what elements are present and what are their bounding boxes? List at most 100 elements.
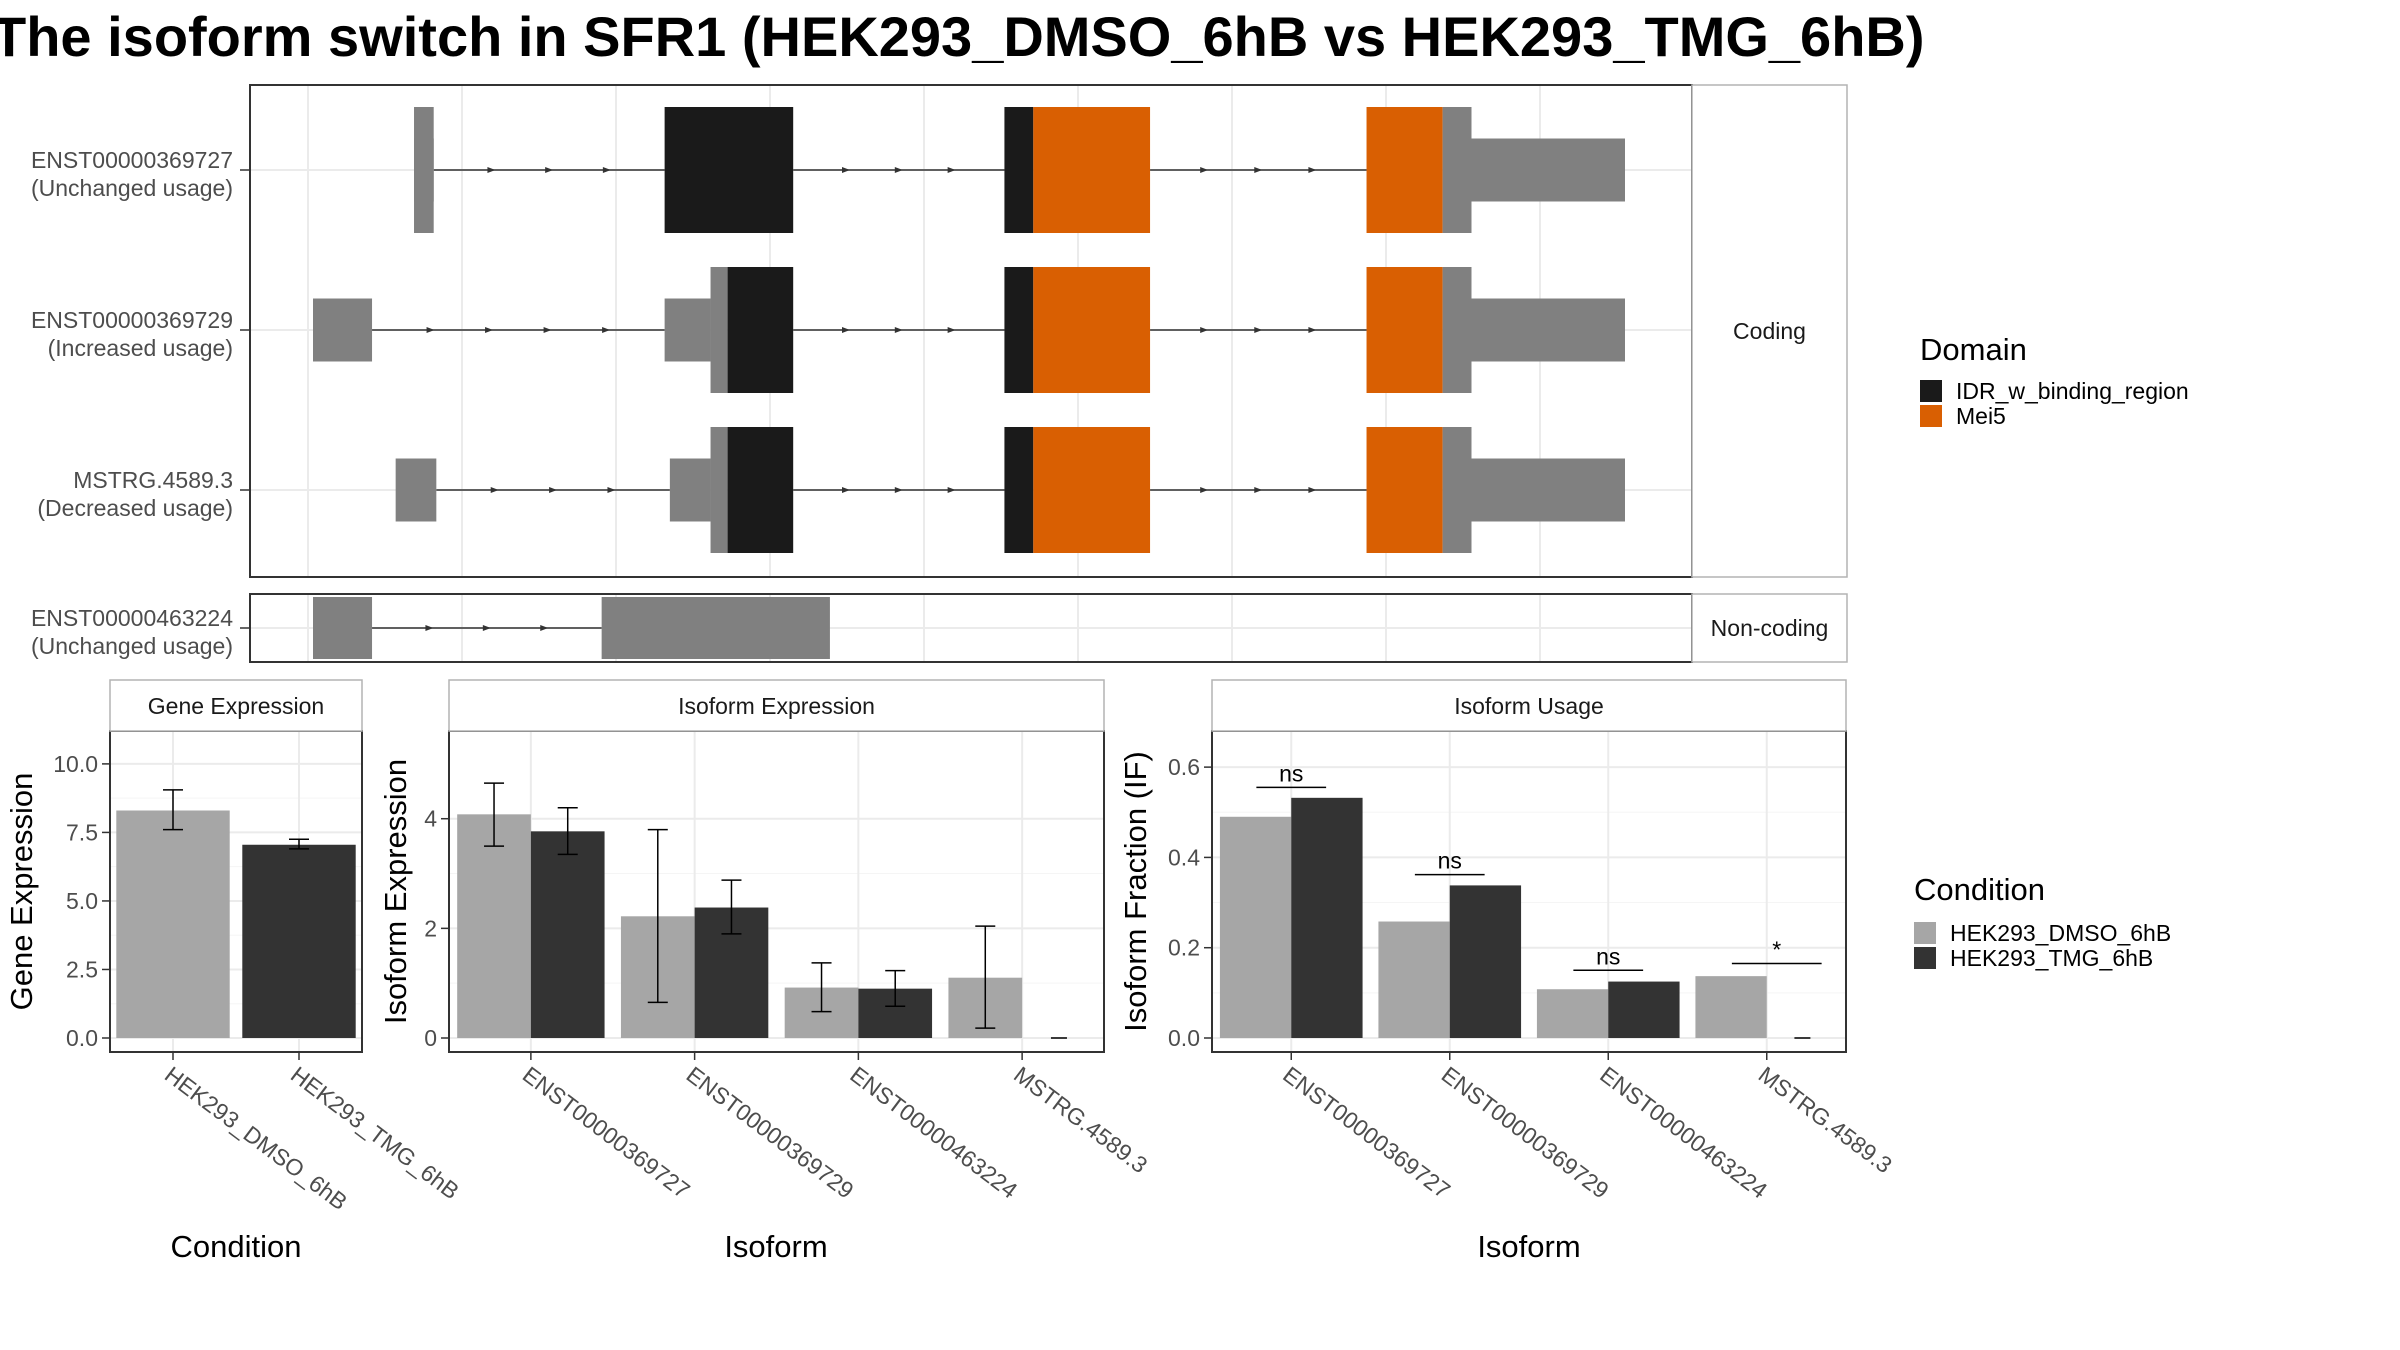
exon-block (1442, 107, 1472, 233)
y-tick-label: 5.0 (66, 888, 98, 914)
exon-block (664, 298, 711, 362)
intron-arrow (1200, 167, 1209, 173)
exon-block (1033, 427, 1151, 553)
exon-block (710, 267, 728, 393)
intron-arrow (1308, 327, 1317, 333)
intron-arrow (1254, 167, 1263, 173)
exon-block (1033, 267, 1151, 393)
significance-label: * (1772, 937, 1781, 963)
intron-arrow (549, 487, 558, 493)
y-tick-label: 7.5 (66, 819, 98, 845)
y-axis-title: Isoform Expression (378, 759, 413, 1024)
domain-legend-key (1920, 380, 1942, 402)
chart-panel-3: ns ns ns * Isoform Usage 0.0 0.2 0.4 0.6 Isoform … (1118, 679, 1897, 1264)
intron-arrow (842, 487, 850, 493)
intron-arrow (487, 167, 496, 173)
exon-block (1033, 107, 1151, 233)
exon-block (1471, 458, 1625, 522)
exon-block (727, 427, 794, 553)
intron-arrow (602, 327, 611, 333)
exon-block (1366, 107, 1443, 233)
domain-legend-key (1920, 405, 1942, 427)
intron-arrow (490, 487, 499, 493)
intron-arrow (485, 327, 494, 333)
bar (530, 831, 605, 1038)
condition-legend-key (1914, 947, 1936, 969)
intron-arrow (1254, 487, 1263, 493)
bar (457, 814, 531, 1038)
transcript-usage-label: (Unchanged usage) (31, 175, 233, 201)
exon-block (1004, 107, 1034, 233)
transcript-id-label: MSTRG.4589.3 (73, 467, 233, 493)
intron-arrow (426, 327, 435, 333)
exon-block (727, 267, 794, 393)
y-tick-label: 0.0 (1168, 1025, 1200, 1051)
chart-panel-2: Isoform Expression 0 2 4 Isoform Expression E… (378, 679, 1152, 1264)
domain-legend-label: Mei5 (1956, 403, 2006, 429)
intron-arrow (1200, 487, 1209, 493)
facet-strip (1211, 679, 1847, 732)
intron-arrow (842, 327, 850, 333)
exon-block (1366, 427, 1443, 553)
bar (1608, 981, 1680, 1038)
transcript-structure-panel: ENST00000369727(Unchanged usage)ENST0000… (31, 84, 1848, 663)
y-tick-label: 2.5 (66, 956, 98, 982)
x-axis-title: Isoform (1477, 1229, 1580, 1264)
exon-block (710, 427, 728, 553)
transcript-usage-label: (Increased usage) (48, 335, 233, 361)
exon-block (313, 597, 373, 659)
x-axis-title: Isoform (724, 1229, 827, 1264)
y-tick-label: 4 (424, 806, 437, 832)
facet-strip (448, 679, 1105, 732)
significance-label: ns (1596, 943, 1620, 969)
exon-block (1471, 138, 1625, 202)
facet-strip-title: Isoform Expression (678, 693, 875, 719)
y-tick-label: 0 (424, 1025, 437, 1051)
y-tick-label: 2 (424, 915, 437, 941)
exon-block (664, 107, 794, 233)
intron-arrow (543, 327, 552, 333)
bar (242, 844, 356, 1038)
significance-label: ns (1279, 760, 1303, 786)
intron-arrow (540, 625, 549, 631)
transcript-usage-label: (Decreased usage) (37, 495, 233, 521)
facet-strip (109, 679, 363, 732)
intron-arrow (947, 327, 956, 333)
bar (1536, 989, 1609, 1038)
noncoding-strip (1691, 593, 1848, 663)
intron-arrow (425, 625, 434, 631)
bar (116, 810, 230, 1038)
y-axis-title: Isoform Fraction (IF) (1118, 751, 1153, 1032)
transcript-id-label: ENST00000369729 (31, 307, 233, 333)
y-tick-label: 10.0 (53, 751, 98, 777)
y-tick-label: 0.6 (1168, 754, 1200, 780)
condition-legend-label: HEK293_TMG_6hB (1950, 945, 2153, 971)
exon-block (313, 298, 373, 362)
x-tick-label: MSTRG.4589.3 (1009, 1061, 1152, 1178)
y-axis-title: Gene Expression (4, 773, 39, 1011)
significance-label: ns (1438, 848, 1462, 874)
condition-legend-title: Condition (1914, 872, 2045, 907)
x-tick-label: MSTRG.4589.3 (1754, 1061, 1897, 1178)
x-axis-title: Condition (171, 1229, 302, 1264)
bar (1695, 976, 1767, 1038)
coding-strip (1691, 84, 1848, 578)
condition-legend-label: HEK293_DMSO_6hB (1950, 920, 2171, 946)
exon-block (1004, 267, 1034, 393)
intron-arrow (1200, 327, 1209, 333)
intron-arrow (1308, 487, 1317, 493)
exon-block (1366, 267, 1443, 393)
x-tick-label: ENST00000369727 (518, 1061, 695, 1203)
exon-block (395, 458, 437, 522)
facet-strip-title: Isoform Usage (1454, 693, 1604, 719)
intron-arrow (482, 625, 491, 631)
y-tick-label: 0.2 (1168, 935, 1200, 961)
bar (1378, 921, 1450, 1038)
exon-block (1004, 427, 1034, 553)
x-tick-label: ENST00000369729 (1437, 1061, 1614, 1203)
intron-arrow (602, 167, 611, 173)
intron-arrow (607, 487, 616, 493)
